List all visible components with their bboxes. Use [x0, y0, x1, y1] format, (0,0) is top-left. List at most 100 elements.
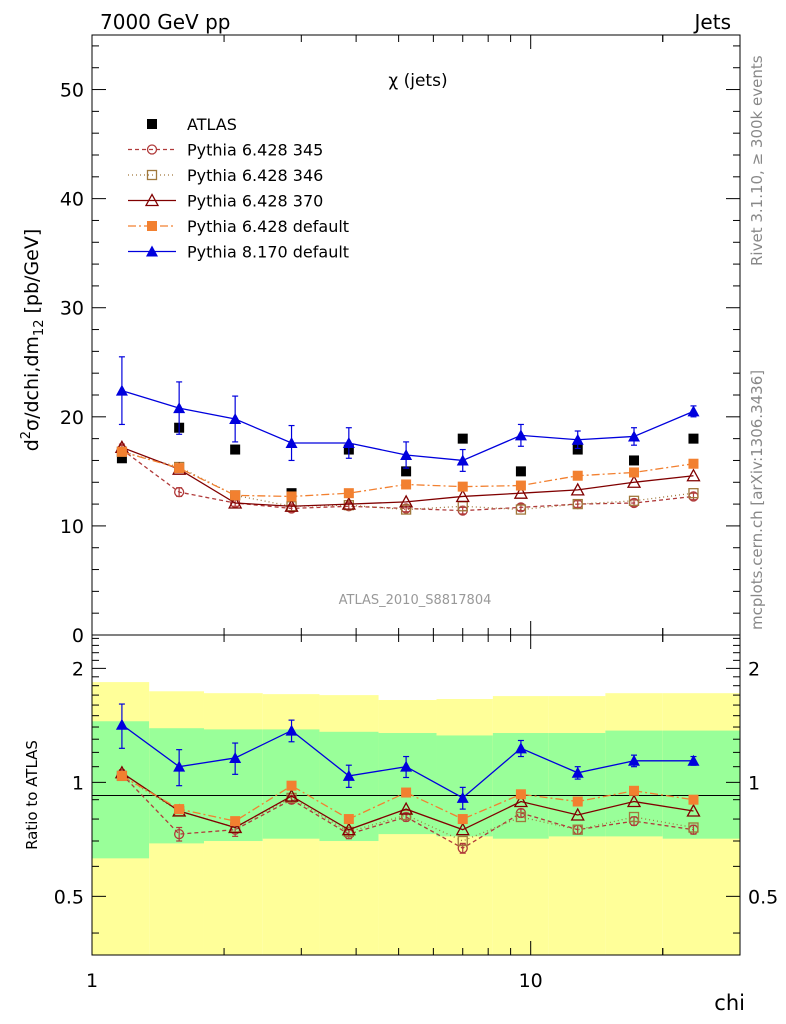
ratio-point-pythia-8-170-default — [687, 754, 700, 766]
main-point-atlas — [457, 433, 468, 444]
legend-item-pythia-8-170-default: Pythia 8.170 default — [128, 243, 349, 262]
ratio-y-tick-label-left: 2 — [72, 658, 84, 680]
main-point-pythia-6-428-345 — [173, 486, 185, 498]
y-tick-label: 40 — [60, 189, 84, 211]
ratio-point-pythia-6-428-default — [688, 794, 699, 805]
ratio-point-pythia-8-170-default — [456, 791, 469, 803]
main-point-pythia-6-428-370 — [513, 485, 529, 499]
ratio-point-pythia-8-170-default — [285, 724, 298, 736]
y-tick-label: 20 — [60, 407, 84, 429]
ratio-plot-frame — [91, 634, 741, 956]
main-plot-panel: 0 10 20 30 40 50 χ (jets) ATLAS_2010_S8817804… — [19, 34, 741, 647]
ylabel-end: [pb/GeV] — [21, 229, 43, 320]
main-point-pythia-6-428-default — [629, 467, 640, 478]
main-series-pythia-8-170-default — [115, 356, 700, 472]
ratio-y-tick-label-right: 0.5 — [748, 886, 778, 908]
ratio-axis-ticks: 0.5 0.5 1 1 2 2 1 10 — [54, 635, 778, 992]
main-point-atlas — [688, 433, 699, 444]
main-point-atlas — [515, 466, 526, 477]
main-point-pythia-6-428-370 — [686, 468, 701, 482]
main-point-pythia-6-428-default — [572, 470, 583, 481]
main-point-atlas — [230, 444, 241, 455]
plot-title: χ (jets) — [388, 71, 447, 91]
green-band-segment — [662, 730, 740, 839]
legend-marker — [146, 245, 158, 257]
main-point-atlas — [401, 466, 412, 477]
main-point-pythia-6-428-346 — [400, 504, 412, 515]
ratio-point-pythia-6-428-345 — [173, 828, 185, 840]
ratio-point-pythia-6-428-346 — [572, 824, 583, 835]
ratio-point-pythia-8-170-default — [229, 751, 242, 763]
ratio-point-pythia-6-428-default — [629, 785, 640, 796]
ratio-y-tick-label-left: 0.5 — [54, 886, 84, 908]
ratio-point-pythia-6-428-default — [230, 816, 241, 827]
main-point-pythia-6-428-default — [286, 491, 297, 502]
main-point-pythia-8-170-default — [285, 437, 298, 448]
main-point-pythia-6-428-346 — [515, 504, 527, 515]
main-point-pythia-8-170-default — [456, 454, 469, 466]
main-point-pythia-6-428-370 — [228, 495, 243, 509]
ratio-series-layer — [114, 703, 701, 854]
main-point-pythia-6-428-default — [401, 479, 412, 490]
legend-marker — [147, 119, 157, 129]
ylabel-d: d — [21, 439, 43, 451]
y-tick-label: 30 — [60, 298, 84, 320]
main-point-pythia-8-170-default — [400, 449, 413, 460]
x-axis-label: chi — [714, 991, 745, 1015]
ratio-point-pythia-8-170-default — [115, 718, 128, 730]
main-point-pythia-6-428-default — [688, 458, 699, 469]
main-point-pythia-6-428-default — [343, 488, 354, 499]
legend-marker — [146, 169, 158, 181]
ratio-point-pythia-6-428-346 — [400, 809, 412, 821]
ratio-point-pythia-6-428-346 — [515, 811, 527, 823]
main-point-pythia-6-428-default — [230, 490, 241, 501]
ratio-point-pythia-6-428-default — [401, 787, 412, 798]
energy-label: 7000 GeV pp — [100, 10, 231, 34]
legend: ATLAS Pythia 6.428 345 Pythia 6.428 346 Pyt… — [128, 115, 349, 262]
main-point-pythia-6-428-default — [457, 481, 468, 492]
legend-label: Pythia 6.428 370 — [187, 192, 323, 211]
ratio-point-pythia-6-428-370 — [686, 803, 701, 817]
main-point-pythia-6-428-346 — [572, 498, 583, 510]
ratio-point-pythia-6-428-default — [515, 789, 526, 800]
y-tick-label: 0 — [72, 625, 84, 647]
mcplots-note: mcplots.cern.ch [arXiv:1306.3436] — [748, 370, 766, 630]
ratio-point-pythia-6-428-346 — [688, 822, 699, 833]
main-point-pythia-6-428-370 — [626, 474, 642, 488]
ratio-point-pythia-6-428-default — [286, 780, 297, 791]
main-line-pythia-8-170-default — [121, 390, 694, 462]
main-point-pythia-8-170-default — [571, 433, 584, 445]
main-point-pythia-6-428-370 — [570, 482, 585, 496]
main-point-pythia-6-428-default — [116, 446, 127, 457]
main-point-pythia-8-170-default — [115, 384, 128, 396]
ratio-point-pythia-6-428-370 — [341, 822, 356, 836]
ratio-point-pythia-6-428-default — [343, 814, 354, 825]
ratio-point-pythia-6-428-default — [174, 804, 185, 815]
ratio-point-pythia-8-170-default — [342, 769, 355, 781]
ratio-y-tick-label-right: 1 — [748, 772, 760, 794]
ratio-line-pythia-6-428-370 — [121, 772, 694, 831]
main-point-atlas — [116, 453, 127, 464]
category-label: Jets — [693, 10, 731, 34]
ratio-point-pythia-6-428-default — [457, 814, 468, 825]
legend-item-pythia-6-428-default: Pythia 6.428 default — [128, 217, 349, 236]
main-axis-ticks: 0 10 20 30 40 50 — [60, 35, 741, 647]
ratio-series-pythia-6-428-default — [116, 770, 699, 827]
ylabel-sup: 2 — [19, 431, 34, 439]
ylabel-mid: σ/dchi,dm — [21, 336, 43, 431]
main-series-pythia-6-428-default — [116, 446, 699, 502]
legend-item-pythia-6-428-346: Pythia 6.428 346 — [128, 166, 323, 185]
ratio-bands — [92, 682, 740, 955]
legend-marker — [147, 221, 157, 231]
x-tick-label: 1 — [86, 970, 98, 992]
ratio-series-pythia-8-170-default — [115, 703, 700, 810]
legend-item-atlas: ATLAS — [147, 115, 237, 134]
green-band-segment — [92, 721, 150, 859]
legend-marker — [144, 193, 160, 207]
ratio-point-pythia-6-428-370 — [284, 788, 299, 802]
main-line-pythia-6-428-370 — [121, 446, 694, 507]
ratio-point-pythia-6-428-370 — [513, 794, 529, 808]
legend-label: ATLAS — [187, 115, 237, 134]
ratio-point-pythia-8-170-default — [571, 766, 584, 778]
